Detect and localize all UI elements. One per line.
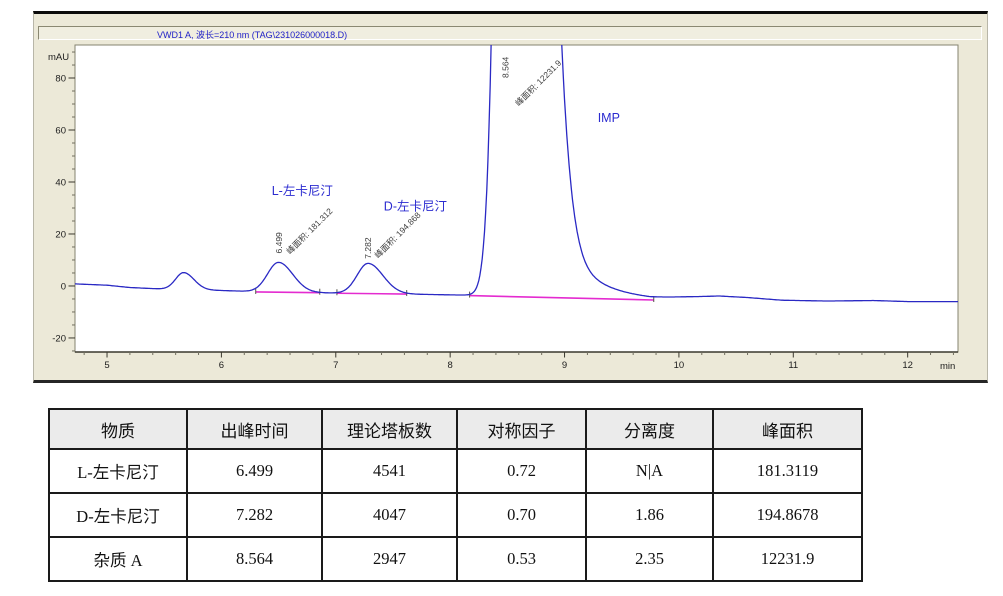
svg-text:40: 40 <box>55 177 66 188</box>
svg-text:5: 5 <box>104 360 109 371</box>
table-cell: 8.564 <box>186 536 323 582</box>
svg-text:7: 7 <box>333 360 338 371</box>
table-cell: 0.70 <box>456 492 587 538</box>
table-row: L-左卡尼汀 6.499 4541 0.72 N|A 181.3119 <box>48 448 863 494</box>
results-table-header-row: 物质 出峰时间 理论塔板数 对称因子 分离度 峰面积 <box>48 408 863 450</box>
table-row: 杂质 A 8.564 2947 0.53 2.35 12231.9 <box>48 536 863 582</box>
column-header: 对称因子 <box>456 408 587 450</box>
svg-text:12: 12 <box>902 360 913 371</box>
table-cell: N|A <box>585 448 714 494</box>
svg-text:10: 10 <box>674 360 685 371</box>
y-axis-ticks: -20 0 20 40 60 80 <box>52 51 75 352</box>
svg-text:8: 8 <box>448 360 453 371</box>
results-table: 物质 出峰时间 理论塔板数 对称因子 分离度 峰面积 L-左卡尼汀 6.499 4541 0.7… <box>48 408 863 582</box>
peak-value-label: 8.564 <box>501 56 511 78</box>
table-cell: 1.86 <box>585 492 714 538</box>
integration-baselines <box>255 287 655 303</box>
table-cell: 0.72 <box>456 448 587 494</box>
svg-text:20: 20 <box>55 229 66 240</box>
x-axis-ticks: 5 6 7 8 9 10 11 12 <box>83 352 954 371</box>
peak-name-label: IMP <box>598 111 620 125</box>
svg-text:6: 6 <box>219 360 224 371</box>
svg-text:0: 0 <box>61 281 66 292</box>
y-axis-unit-label: mAU <box>48 52 69 63</box>
chart-title-bar: VWD1 A, 波长=210 nm (TAG\231026000018.D) <box>38 26 982 40</box>
table-cell: 12231.9 <box>712 536 863 582</box>
table-cell: 4541 <box>321 448 458 494</box>
table-cell: 194.8678 <box>712 492 863 538</box>
column-header: 理论塔板数 <box>321 408 458 450</box>
peak-name-label: L-左卡尼汀 <box>272 183 333 198</box>
svg-text:11: 11 <box>788 360 798 371</box>
table-cell: 6.499 <box>186 448 323 494</box>
chromatogram-plot: -20 0 20 40 60 80 5 6 7 8 9 10 11 12 mAU min L-左卡尼汀 6… <box>48 44 959 372</box>
peak-name-label: D-左卡尼汀 <box>384 199 447 214</box>
peak-value-label: 6.499 <box>274 232 284 254</box>
chromatogram-trace <box>75 45 958 303</box>
table-cell: 0.53 <box>456 536 587 582</box>
table-row: D-左卡尼汀 7.282 4047 0.70 1.86 194.8678 <box>48 492 863 538</box>
x-axis-unit-label: min <box>940 361 955 372</box>
plot-area <box>74 44 959 353</box>
svg-text:-20: -20 <box>52 333 66 344</box>
table-cell: 2947 <box>321 536 458 582</box>
table-cell: 杂质 A <box>48 536 188 582</box>
column-header: 出峰时间 <box>186 408 323 450</box>
table-cell: 181.3119 <box>712 448 863 494</box>
column-header: 分离度 <box>585 408 714 450</box>
column-header: 物质 <box>48 408 188 450</box>
table-cell: 7.282 <box>186 492 323 538</box>
svg-text:80: 80 <box>55 74 66 85</box>
chromatogram-panel: VWD1 A, 波长=210 nm (TAG\231026000018.D) -… <box>33 11 988 383</box>
table-cell: 4047 <box>321 492 458 538</box>
peak-value-label: 7.282 <box>363 237 373 259</box>
table-cell: L-左卡尼汀 <box>48 448 188 494</box>
chart-title: VWD1 A, 波长=210 nm (TAG\231026000018.D) <box>157 30 348 40</box>
table-cell: 2.35 <box>585 536 714 582</box>
svg-text:9: 9 <box>562 360 567 371</box>
svg-text:60: 60 <box>55 126 66 137</box>
column-header: 峰面积 <box>712 408 863 450</box>
table-cell: D-左卡尼汀 <box>48 492 188 538</box>
